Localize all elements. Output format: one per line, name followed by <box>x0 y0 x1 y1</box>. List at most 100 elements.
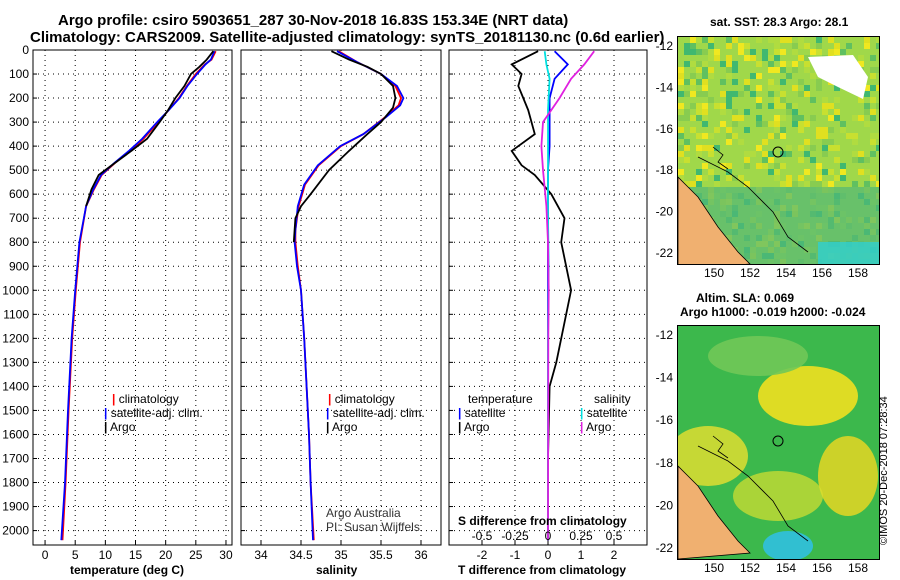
s-tick-label: -0.25 <box>501 529 529 543</box>
sst-pixel <box>804 151 810 157</box>
sst-pixel <box>702 175 708 181</box>
sst-pixel <box>744 55 750 61</box>
sst-pixel <box>828 127 834 133</box>
sst-pixel <box>678 103 684 109</box>
sst-pixel <box>726 55 732 61</box>
sst-pixel <box>756 163 762 169</box>
map-bottom-lon-label: 150 <box>704 561 724 575</box>
depth-contour <box>697 445 809 542</box>
sst-pixel <box>762 151 768 157</box>
map-bottom-lon-label: 154 <box>776 561 796 575</box>
sst-pixel <box>702 79 708 85</box>
sst-pixel <box>726 43 732 49</box>
series-differences-s-argo <box>540 50 595 541</box>
sst-pixel <box>828 145 834 151</box>
sst-pixel <box>834 49 840 55</box>
sst-pixel <box>720 163 726 169</box>
sst-pixel <box>756 61 762 67</box>
reef-outline <box>712 146 729 170</box>
sst-pixel <box>864 169 870 175</box>
sst-pixel <box>858 151 864 157</box>
sst-pixel <box>858 97 864 103</box>
australia-land <box>678 465 751 559</box>
sst-pixel <box>678 157 684 163</box>
sst-pixel <box>732 61 738 67</box>
sst-pixel <box>738 49 744 55</box>
sst-pixel <box>768 157 774 163</box>
sst-pixel <box>834 43 840 49</box>
sst-pixel <box>678 73 684 79</box>
sst-pixel <box>876 85 879 91</box>
sst-pixel <box>732 109 738 115</box>
sst-pixel <box>858 55 864 61</box>
depth-tick-label: 700 <box>9 211 29 225</box>
sst-pixel <box>768 91 774 97</box>
sst-pixel <box>822 139 828 145</box>
sst-pixel <box>684 109 690 115</box>
sst-pixel <box>708 73 714 79</box>
sst-pixel <box>744 151 750 157</box>
sst-pixel <box>678 169 684 175</box>
sst-pixel <box>696 133 702 139</box>
sst-cyan-patch <box>818 242 879 264</box>
depth-tick-label: 0 <box>22 43 29 57</box>
salinity-axis-label: salinity <box>316 563 358 577</box>
s-difference-label: S difference from climatology <box>458 514 627 528</box>
sst-pixel <box>864 85 870 91</box>
argo-position-marker <box>772 435 784 447</box>
legend-sal-argo: | Argo <box>326 420 358 434</box>
sst-pixel <box>816 175 822 181</box>
tick-label-salinity: 34.5 <box>289 548 313 562</box>
sst-pixel <box>816 43 822 49</box>
sst-pixel <box>702 115 708 121</box>
sst-pixel <box>798 79 804 85</box>
sst-pixel <box>798 121 804 127</box>
sst-pixel <box>834 175 840 181</box>
sst-pixel <box>780 163 786 169</box>
map-bottom-lat-label: -20 <box>656 498 674 512</box>
sst-pixel <box>774 43 780 49</box>
plot-frame-temperature <box>32 49 233 546</box>
sst-pixel <box>810 115 816 121</box>
sst-pixel <box>810 145 816 151</box>
sst-pixel <box>696 151 702 157</box>
sst-pixel <box>732 121 738 127</box>
sst-pixel <box>726 139 732 145</box>
sst-pixel <box>732 133 738 139</box>
sst-pixel <box>846 133 852 139</box>
sst-pixel <box>678 79 684 85</box>
tick-label-temperature: 15 <box>129 548 143 562</box>
sst-pixel <box>696 67 702 73</box>
sst-pixel <box>744 43 750 49</box>
legend-temp-argo: | Argo <box>104 420 136 434</box>
sst-pixel <box>822 109 828 115</box>
sst-pixel <box>804 67 810 73</box>
sst-pixel <box>870 151 876 157</box>
sst-pixel <box>810 181 816 187</box>
sst-pixel <box>822 133 828 139</box>
sst-pixel <box>786 151 792 157</box>
sst-pixel <box>786 175 792 181</box>
sst-pixel <box>678 67 684 73</box>
sst-pixel <box>828 181 834 187</box>
sst-pixel <box>774 133 780 139</box>
reef-outline <box>712 435 729 459</box>
sst-pixel <box>768 151 774 157</box>
tick-label-salinity: 35.5 <box>369 548 393 562</box>
tick-label-differences: 1 <box>578 548 585 562</box>
sst-pixel <box>726 175 732 181</box>
title-line-1: Argo profile: csiro 5903651_287 30-Nov-2… <box>58 12 569 29</box>
legend-diff-t-argo: | Argo <box>458 420 490 434</box>
sst-pixel <box>828 49 834 55</box>
map-bottom-lat-label: -22 <box>656 541 674 555</box>
sst-pixel <box>864 103 870 109</box>
sst-pixel <box>792 115 798 121</box>
s-tick-label: -0.5 <box>472 529 493 543</box>
credit-line-2: PI: Susan Wijffels <box>326 520 420 534</box>
sst-pixel <box>720 91 726 97</box>
sst-pixel <box>732 79 738 85</box>
sst-pixel <box>774 97 780 103</box>
depth-tick-label: 600 <box>9 187 29 201</box>
tick-label-temperature: 5 <box>72 548 79 562</box>
sst-pixel <box>690 127 696 133</box>
